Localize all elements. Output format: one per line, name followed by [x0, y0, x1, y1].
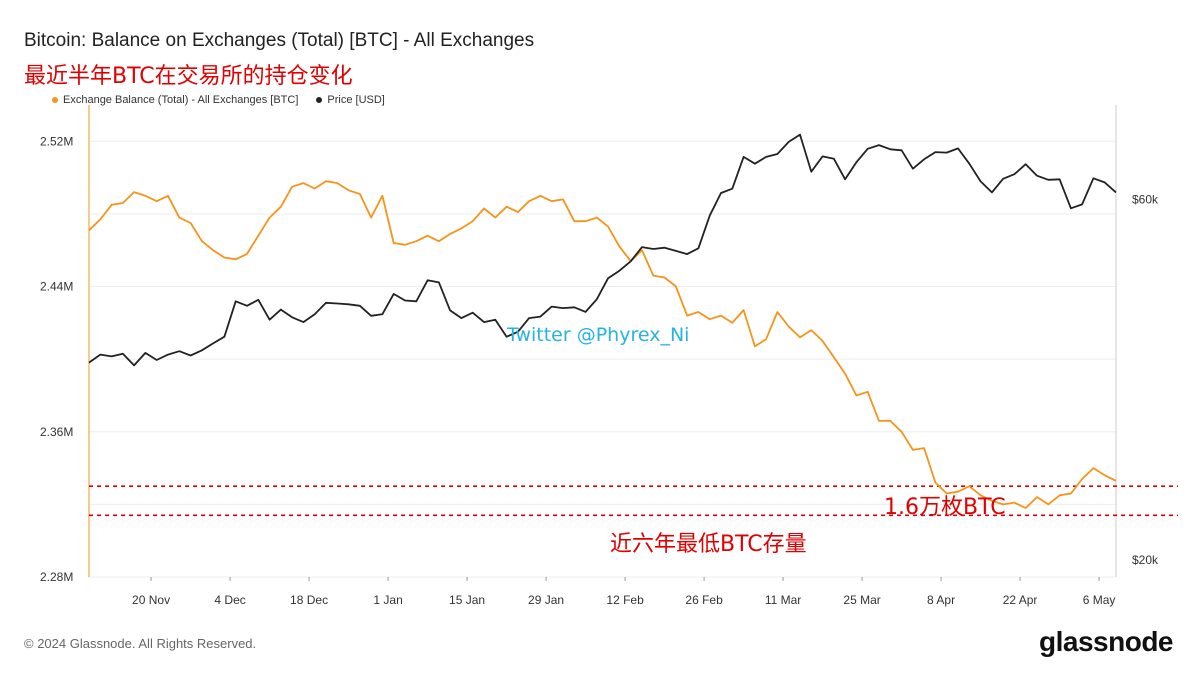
annotation-low: 近六年最低BTC存量: [610, 532, 807, 557]
x-axis-ticks: 20 Nov 4 Dec 18 Dec 1 Jan 15 Jan 29 Jan 12 Feb…: [132, 577, 1115, 607]
x-tick-label: 18 Dec: [290, 593, 328, 607]
x-tick-label: 20 Nov: [132, 593, 170, 607]
x-tick-label: 25 Mar: [843, 593, 880, 607]
x-tick-label: 22 Apr: [1003, 593, 1038, 607]
legend-label: Price [USD]: [327, 94, 385, 106]
watermark-text: Twitter @Phyrex_Ni: [506, 324, 689, 346]
reference-lines: [89, 485, 1178, 517]
x-tick-label: 29 Jan: [528, 593, 564, 607]
x-tick-label: 4 Dec: [214, 593, 245, 607]
left-tick-label: 2.44M: [40, 280, 73, 294]
glassnode-logo: glassnode: [1039, 626, 1173, 657]
chart-title: Bitcoin: Balance on Exchanges (Total) [B…: [24, 30, 535, 51]
series-line-price: [88, 133, 1117, 367]
legend-item-price[interactable]: Price [USD]: [316, 94, 385, 106]
copyright-footer: © 2024 Glassnode. All Rights Reserved.: [24, 636, 257, 651]
left-tick-label: 2.52M: [40, 134, 73, 148]
left-axis-ticks: 2.28M 2.36M 2.44M 2.52M: [40, 134, 73, 584]
right-tick-label: $60k: [1132, 192, 1159, 206]
annotation-amount: 1.6万枚BTC: [884, 495, 1006, 520]
x-tick-label: 12 Feb: [606, 593, 644, 607]
legend-swatch-orange: [52, 97, 58, 103]
right-tick-label: $20k: [1132, 553, 1159, 567]
legend-label: Exchange Balance (Total) - All Exchanges…: [63, 94, 299, 106]
x-tick-label: 15 Jan: [449, 593, 485, 607]
x-tick-label: 26 Feb: [685, 593, 723, 607]
legend-swatch-black: [316, 97, 323, 103]
series-layer: [88, 133, 1117, 509]
series-line-exchange-balance: [88, 180, 1117, 509]
chart-legend: Exchange Balance (Total) - All Exchanges…: [52, 94, 385, 106]
x-tick-label: 8 Apr: [927, 593, 955, 607]
x-tick-label: 6 May: [1083, 593, 1116, 607]
x-tick-label: 1 Jan: [373, 593, 402, 607]
gridlines: [89, 140, 1116, 578]
legend-item-exchange-balance[interactable]: Exchange Balance (Total) - All Exchanges…: [52, 94, 298, 106]
x-tick-label: 11 Mar: [765, 593, 801, 607]
left-tick-label: 2.36M: [40, 425, 73, 439]
right-axis-ticks: $20k $60k: [1132, 192, 1159, 567]
chart-subtitle: 最近半年BTC在交易所的持仓变化: [24, 64, 353, 89]
left-tick-label: 2.28M: [40, 570, 73, 584]
